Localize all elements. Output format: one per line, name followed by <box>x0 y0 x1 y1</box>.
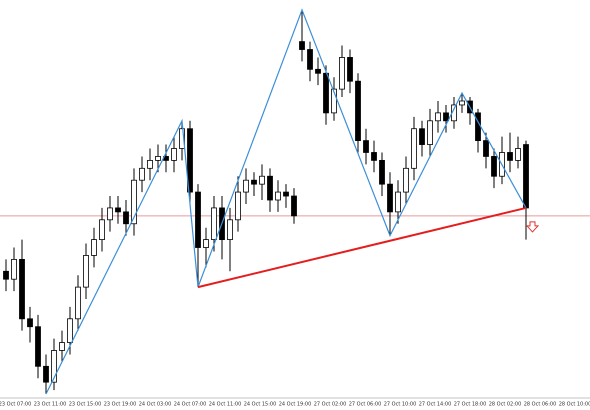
candle-body <box>347 57 353 82</box>
candle-body <box>275 191 281 201</box>
candle-body <box>291 195 297 217</box>
candle-body <box>403 167 409 193</box>
x-tick-label: 27 Oct 02:00 <box>314 402 347 408</box>
candle-body <box>19 258 25 320</box>
candle-body <box>371 152 377 161</box>
candle-body <box>131 179 137 225</box>
x-tick-label: 24 Oct 07:00 <box>174 402 207 408</box>
candle-body <box>331 88 337 114</box>
candle-body <box>507 152 513 161</box>
candle-body <box>203 239 209 248</box>
candle-body <box>123 211 129 225</box>
candle-body <box>139 167 145 181</box>
candle-body <box>27 318 33 328</box>
candle-body <box>235 191 241 221</box>
candle-body <box>299 41 305 50</box>
x-tick-label: 27 Oct 10:00 <box>384 402 417 408</box>
candle-body <box>51 350 57 383</box>
candle-body <box>443 112 449 122</box>
x-tick-label: 28 Oct 02:00 <box>489 402 522 408</box>
candle-body <box>75 286 81 320</box>
candle-body <box>459 100 465 106</box>
candle-body <box>427 120 433 145</box>
candle-body <box>419 128 425 145</box>
candle-body <box>147 159 153 169</box>
candle-body <box>483 140 489 157</box>
x-tick-label: 27 Oct 14:00 <box>419 402 452 408</box>
candle-body <box>67 318 73 343</box>
candle-body <box>195 191 201 248</box>
candle-body <box>91 239 97 256</box>
candle-body <box>515 148 521 161</box>
candle-body <box>491 156 497 177</box>
candle-body <box>355 80 361 141</box>
x-tick-label: 24 Oct 15:00 <box>244 402 277 408</box>
candle-body <box>99 219 105 241</box>
candle-body <box>435 112 441 122</box>
candle-body <box>187 128 193 193</box>
candle-body <box>243 179 249 193</box>
candle-body <box>395 191 401 213</box>
candle-body <box>523 144 529 209</box>
candle-body <box>107 207 113 221</box>
candle-body <box>475 112 481 141</box>
x-tick-label: 28 Oct 10:00 <box>559 402 590 408</box>
candle-body <box>211 207 217 240</box>
x-tick-label: 27 Oct 18:00 <box>454 402 487 408</box>
trend-line <box>197 206 527 289</box>
candle-body <box>339 57 345 90</box>
candles <box>3 9 529 395</box>
candle-body <box>387 183 393 213</box>
candle-body <box>307 49 313 70</box>
candle-body <box>227 219 233 241</box>
x-tick-label: 24 Oct 03:00 <box>139 402 172 408</box>
candle-body <box>251 179 257 185</box>
candle-body <box>35 326 41 367</box>
candle-body <box>379 159 385 185</box>
candle-body <box>323 72 329 114</box>
candle-body <box>155 156 161 161</box>
candle-body <box>179 128 185 149</box>
candle-body <box>267 175 273 201</box>
x-tick-label: 24 Oct 19:00 <box>279 402 312 408</box>
candle-body <box>59 342 65 351</box>
x-tick-label: 28 Oct 06:00 <box>524 402 557 408</box>
x-tick-label: 23 Oct 19:00 <box>104 402 137 408</box>
candle-body <box>11 258 17 280</box>
x-tick-label: 23 Oct 07:00 <box>0 402 31 408</box>
candle-body <box>3 270 9 280</box>
x-tick-label: 24 Oct 11:00 <box>209 402 242 408</box>
candle-body <box>363 140 369 153</box>
candle-body <box>259 175 265 185</box>
candle-body <box>411 128 417 169</box>
candle-body <box>115 207 121 213</box>
candle-body <box>83 255 89 288</box>
candle-body <box>283 191 289 197</box>
x-tick-label: 23 Oct 11:00 <box>34 402 67 408</box>
zigzag-line <box>45 8 527 395</box>
candle-body <box>315 68 321 74</box>
x-tick-label: 23 Oct 15:00 <box>69 402 102 408</box>
x-tick-label: 27 Oct 06:00 <box>349 402 382 408</box>
candle-body <box>43 365 49 383</box>
candle-body <box>171 148 177 161</box>
sell-arrow <box>525 221 540 233</box>
